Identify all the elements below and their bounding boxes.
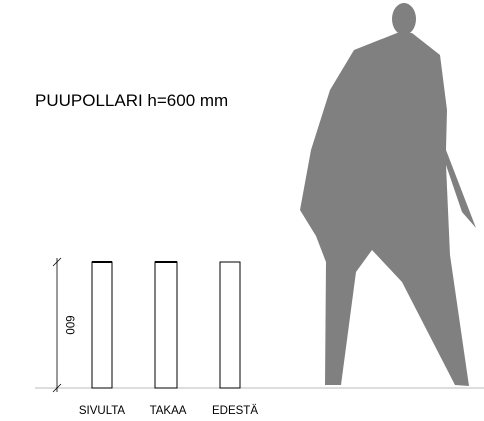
dimension-label: 600 — [63, 315, 75, 334]
body — [300, 33, 476, 386]
view-label: EDESTÄ — [212, 405, 258, 417]
dimension — [52, 257, 62, 393]
dimension-tick — [52, 257, 62, 267]
human-silhouette — [300, 3, 476, 386]
posts — [91, 261, 241, 389]
title: PUUPOLLARI h=600 mm — [35, 91, 228, 110]
dimension-tick — [52, 383, 62, 393]
post-front — [219, 261, 241, 389]
head — [392, 3, 416, 35]
view-label: TAKAA — [150, 405, 187, 417]
post-side — [91, 261, 113, 389]
post-back — [154, 261, 178, 389]
view-label: SIVULTA — [79, 405, 126, 417]
